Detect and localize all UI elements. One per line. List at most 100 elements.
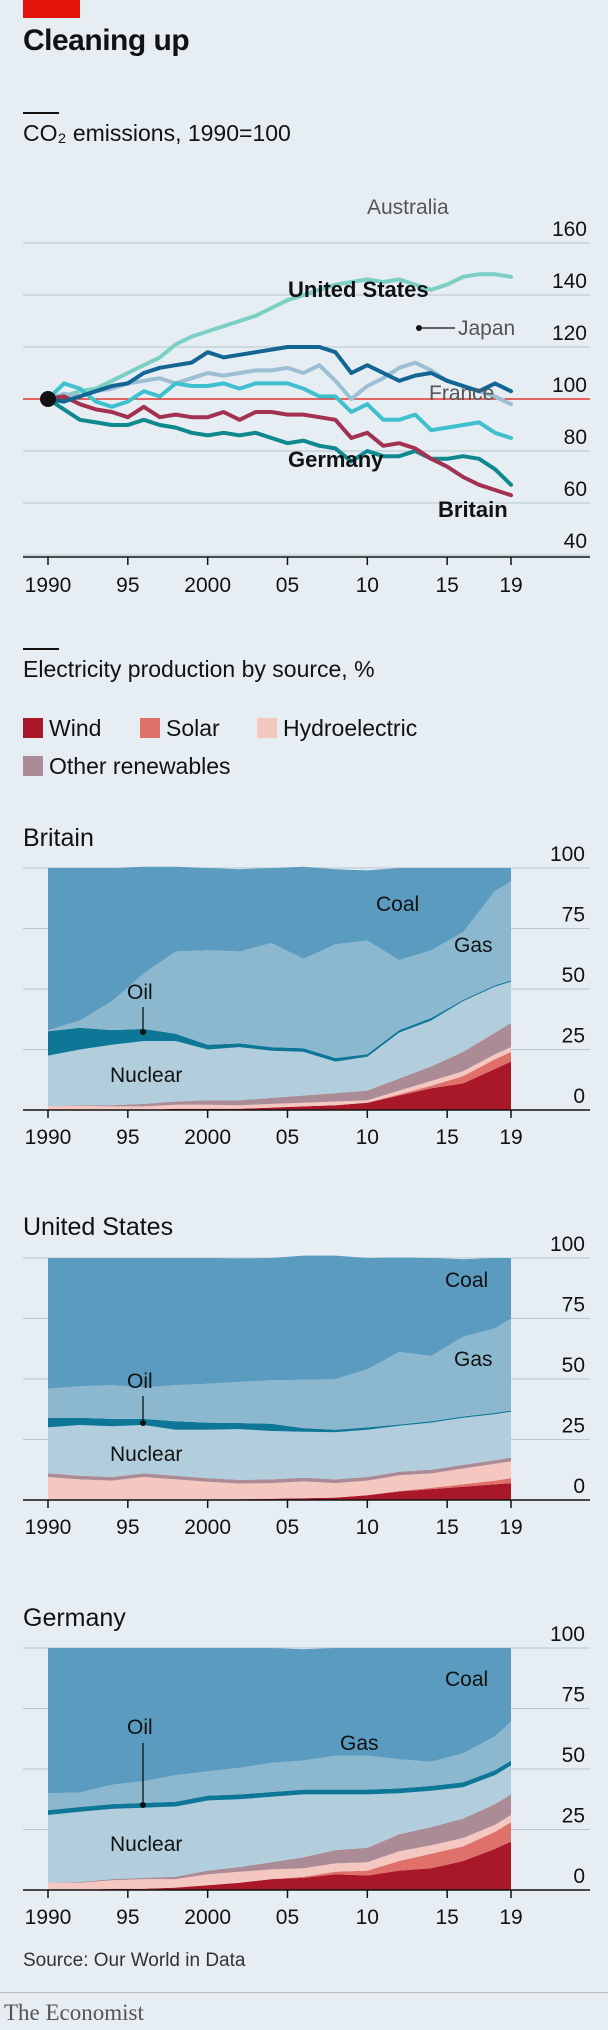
series-line-australia <box>46 272 513 401</box>
series-label-united-states: United States <box>288 277 429 302</box>
y-tick-label: 50 <box>562 1354 585 1377</box>
series-line-united-states <box>46 345 513 404</box>
oil-leader-dot <box>140 1420 146 1426</box>
brand-red-bar <box>23 0 80 18</box>
area-label-oil: Oil <box>127 1716 153 1739</box>
area-nuclear <box>48 1765 511 1883</box>
legend-swatch <box>23 756 43 776</box>
x-tick-label: 2000 <box>184 1126 231 1149</box>
series-label-japan: Japan <box>458 317 515 340</box>
germany-area-chart: 0 25 50 75 100 1990 95 2000 05 10 15 19 Coal Gas Nucle… <box>23 1623 590 1929</box>
area-solar <box>48 1051 511 1110</box>
x-tick-label: 05 <box>276 1126 299 1149</box>
x-tick-label: 15 <box>435 1516 458 1539</box>
legend-item-solar: Solar <box>140 715 220 742</box>
legend-swatch <box>257 718 277 738</box>
footer-divider <box>0 1992 608 1993</box>
area-label-nuclear: Nuclear <box>110 1443 182 1466</box>
x-tick-label: 19 <box>499 1126 522 1149</box>
source-note: Source: Our World in Data <box>23 1950 246 1971</box>
area-nuclear <box>48 1411 511 1480</box>
x-tick-label: 10 <box>356 1906 379 1929</box>
area-oil <box>48 1410 511 1433</box>
co2-line-chart: 40 60 80 100 120 140 160 1990 95 2000 05 10 15 19 Aust… <box>23 196 590 597</box>
legend-swatch <box>140 718 160 738</box>
area-hydroelectric <box>48 1461 511 1500</box>
japan-leader-dot <box>416 325 422 331</box>
y-tick-label: 100 <box>550 1233 585 1256</box>
y-tick-label: 160 <box>552 218 587 241</box>
x-tick-label: 05 <box>276 574 299 597</box>
x-tick-label: 15 <box>435 1126 458 1149</box>
area-other-renewables <box>48 1794 511 1883</box>
panel-title-britain: Britain <box>23 824 94 852</box>
legend-label: Hydroelectric <box>283 715 418 741</box>
series-label-france: France <box>429 382 494 405</box>
x-tick-label: 1990 <box>25 1516 72 1539</box>
x-tick-label: 2000 <box>184 1516 231 1539</box>
x-tick-label: 1990 <box>25 1906 72 1929</box>
series-label-australia: Australia <box>367 196 449 219</box>
y-tick-label: 25 <box>562 1025 585 1048</box>
y-tick-label: 0 <box>573 1475 585 1498</box>
legend-label: Wind <box>49 715 102 741</box>
area-oil <box>48 1760 511 1815</box>
section-rule <box>23 648 59 650</box>
x-tick-label: 95 <box>116 1906 139 1929</box>
elec-title: Electricity production by source, % <box>23 656 375 682</box>
section-rule <box>23 112 59 114</box>
y-tick-label: 50 <box>562 964 585 987</box>
main-title: Cleaning up <box>23 24 190 57</box>
y-tick-label: 25 <box>562 1415 585 1438</box>
y-tick-label: 75 <box>562 1294 585 1317</box>
y-tick-label: 75 <box>562 904 585 927</box>
x-tick-label: 19 <box>499 574 522 597</box>
x-tick-label: 1990 <box>25 574 72 597</box>
series-line-france <box>46 381 513 440</box>
y-tick-label: 25 <box>562 1805 585 1828</box>
index-start-dot <box>40 391 56 407</box>
area-label-coal: Coal <box>376 893 419 916</box>
x-tick-label: 10 <box>356 1516 379 1539</box>
x-tick-label: 1990 <box>25 1126 72 1149</box>
area-coal <box>48 866 511 1031</box>
x-tick-label: 15 <box>435 1906 458 1929</box>
y-tick-label: 100 <box>550 843 585 866</box>
area-hydroelectric <box>48 1047 511 1110</box>
area-other-renewables <box>48 1457 511 1484</box>
area-label-gas: Gas <box>454 1348 493 1371</box>
legend-label: Solar <box>166 715 220 741</box>
area-other-renewables <box>48 1022 511 1107</box>
y-tick-label: 75 <box>562 1684 585 1707</box>
x-tick-label: 05 <box>276 1516 299 1539</box>
oil-leader-dot <box>140 1029 146 1035</box>
x-tick-label: 10 <box>356 574 379 597</box>
legend-item-hydroelectric: Hydroelectric <box>257 715 417 742</box>
panel-title-germany: Germany <box>23 1604 126 1632</box>
x-tick-label: 95 <box>116 574 139 597</box>
y-tick-label: 80 <box>564 426 587 449</box>
x-tick-label: 95 <box>116 1126 139 1149</box>
legend-item-other-renewables: Other renewables <box>23 753 231 780</box>
y-tick-label: 100 <box>552 374 587 397</box>
area-gas <box>48 881 511 1058</box>
brand-logo: The Economist <box>4 2000 144 2025</box>
area-nuclear <box>48 981 511 1107</box>
y-tick-label: 0 <box>573 1865 585 1888</box>
y-tick-label: 50 <box>562 1744 585 1767</box>
x-tick-label: 2000 <box>184 574 231 597</box>
oil-leader-dot <box>140 1802 146 1808</box>
legend-item-wind: Wind <box>23 715 101 742</box>
x-tick-label: 05 <box>276 1906 299 1929</box>
area-label-gas: Gas <box>340 1732 379 1755</box>
x-tick-label: 95 <box>116 1516 139 1539</box>
x-tick-label: 19 <box>499 1906 522 1929</box>
series-label-britain: Britain <box>438 497 508 522</box>
x-tick-label: 10 <box>356 1126 379 1149</box>
us-area-chart: 0 25 50 75 100 1990 95 2000 05 10 15 19 Coal Gas Nucle… <box>23 1233 590 1539</box>
area-wind <box>48 1061 511 1110</box>
area-label-oil: Oil <box>127 981 153 1004</box>
y-tick-label: 140 <box>552 270 587 293</box>
area-coal <box>48 1255 511 1389</box>
area-gas <box>48 1318 511 1430</box>
